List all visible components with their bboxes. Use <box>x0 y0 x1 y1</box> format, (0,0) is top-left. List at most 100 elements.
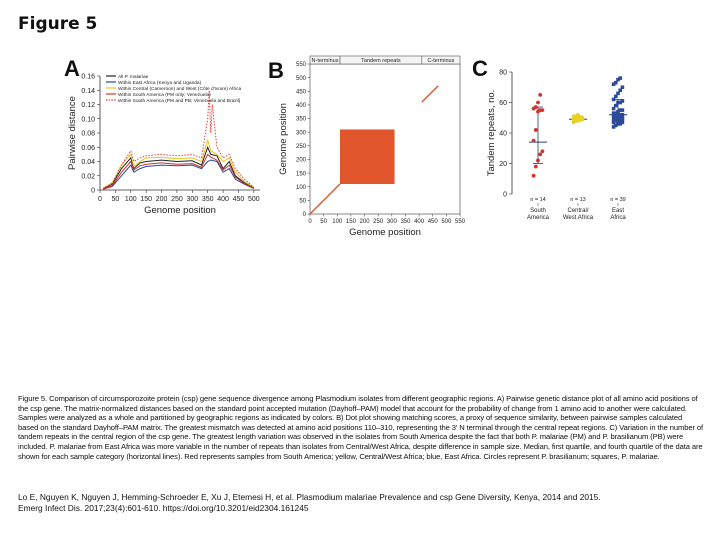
c-data-point <box>614 114 618 119</box>
c-data-point <box>611 114 616 119</box>
a-x-tick-label: 0 <box>98 196 102 203</box>
a-x-axis-label: Genome position <box>144 205 216 216</box>
c-data-point <box>616 100 620 105</box>
a-legend-label: Within South America (PM and PB; Venezue… <box>118 98 241 104</box>
c-data-point <box>580 115 585 120</box>
c-data-point <box>531 138 536 143</box>
c-data-point <box>618 100 622 105</box>
a-series-line <box>102 90 255 190</box>
b-x-tick-label: 550 <box>455 219 466 225</box>
a-x-tick-label: 350 <box>202 196 214 203</box>
a-legend-label: Within South America (PM only; Venezuela… <box>118 92 211 98</box>
c-category-label: East <box>612 208 624 214</box>
c-data-point <box>614 94 618 99</box>
b-y-tick-label: 0 <box>303 212 307 218</box>
c-data-point <box>620 108 625 112</box>
c-category-label: America <box>527 215 550 221</box>
b-diagonal-segment <box>309 183 341 215</box>
b-x-tick-label: 350 <box>400 219 411 225</box>
a-x-tick-label: 50 <box>111 196 119 203</box>
b-y-tick-label: 400 <box>296 103 307 109</box>
panel-b-letter: B <box>268 58 284 83</box>
c-y-tick-label: 20 <box>499 161 507 168</box>
a-x-tick-label: 300 <box>186 196 198 203</box>
c-y-tick-label: 40 <box>499 131 507 138</box>
c-data-point <box>614 119 618 123</box>
panel-a-chart: 0 0.02 0.04 0.06 0.08 0.10 0.12 0.14 0.16 0 50 100 1… <box>67 74 260 216</box>
b-x-tick-label: 400 <box>414 219 425 225</box>
c-data-point <box>611 82 616 86</box>
b-y-tick-label: 450 <box>296 89 307 95</box>
a-y-tick-label: 0.16 <box>81 74 95 81</box>
b-x-tick-label: 150 <box>346 219 357 225</box>
c-data-point <box>611 125 616 129</box>
panel-c-letter: C <box>472 56 488 81</box>
b-x-tick-label: 450 <box>428 219 439 225</box>
a-y-tick-label: 0.12 <box>81 102 95 109</box>
b-x-tick-label: 250 <box>373 219 384 225</box>
citation-line-1: Lo E, Nguyen K, Nguyen J, Hemming-Schroe… <box>18 492 601 502</box>
a-series-line <box>102 145 255 190</box>
b-y-tick-label: 300 <box>296 130 307 136</box>
c-data-point <box>533 105 538 109</box>
c-data-point <box>620 120 625 125</box>
b-y-axis-label: Genome position <box>278 103 289 175</box>
panel-a: A 0 0.02 0.04 0.06 0.08 0.10 0.12 0.14 0.16 0 50 10… <box>56 56 266 226</box>
c-data-point <box>618 76 622 80</box>
a-y-tick-label: 0.02 <box>81 173 95 180</box>
b-y-tick-label: 550 <box>296 62 307 68</box>
c-data-point <box>611 106 616 111</box>
panel-b: B N-terminus Tandem repeats C-terminus 0 50 1… <box>266 52 472 242</box>
a-y-tick-label: 0.10 <box>81 116 95 123</box>
b-x-tick-label: 500 <box>441 219 452 225</box>
panel-a-letter: A <box>64 56 80 81</box>
b-repeat-block <box>340 129 395 184</box>
b-x-tick-label: 50 <box>320 219 327 225</box>
b-x-tick-label: 0 <box>308 219 312 225</box>
b-y-tick-label: 250 <box>296 144 307 150</box>
b-x-tick-label: 300 <box>387 219 398 225</box>
a-y-tick-label: 0.14 <box>81 88 95 95</box>
c-data-point <box>620 112 625 117</box>
c-n-label: n = 13 <box>570 197 585 203</box>
b-y-tick-label: 150 <box>296 171 307 177</box>
c-data-point <box>531 173 536 178</box>
c-data-point <box>616 109 620 114</box>
a-y-tick-label: 0 <box>91 188 95 195</box>
c-data-point <box>538 152 543 157</box>
c-data-point <box>618 119 622 123</box>
a-legend-label: All P. malariae <box>118 74 149 80</box>
c-data-point <box>618 122 622 126</box>
c-n-label: n = 39 <box>610 197 625 203</box>
a-x-tick-label: 100 <box>125 196 137 203</box>
c-data-point <box>536 158 540 163</box>
panel-c: C 0 20 40 60 80 Tandem repeats, no. n = 14 Sout… <box>472 56 642 231</box>
c-category-label: Africa <box>610 215 626 221</box>
a-series-line <box>102 153 255 190</box>
a-x-tick-label: 150 <box>140 196 152 203</box>
c-data-point <box>611 97 616 102</box>
b-y-tick-label: 100 <box>296 185 307 191</box>
a-y-tick-label: 0.06 <box>81 145 95 152</box>
c-data-point <box>618 108 622 112</box>
a-x-tick-label: 500 <box>248 196 260 203</box>
c-data-point <box>618 88 622 93</box>
c-category-label: Central/ <box>567 208 588 214</box>
citation-line-2: Emerg Infect Dis. 2017;23(4):601-610. ht… <box>18 503 309 513</box>
c-data-point <box>611 120 616 125</box>
c-data-point <box>614 111 618 115</box>
c-category-label: West Africa <box>563 215 594 221</box>
b-y-tick-label: 500 <box>296 76 307 82</box>
a-x-tick-label: 200 <box>156 196 168 203</box>
b-region-label: Tandem repeats <box>361 58 401 64</box>
a-legend-label: Within Central (Cameroon) and West (Côte… <box>118 86 242 92</box>
c-data-point <box>616 122 620 126</box>
c-data-point <box>620 115 625 120</box>
c-data-point <box>614 123 618 128</box>
c-data-point <box>616 77 620 82</box>
a-series-line <box>102 159 255 190</box>
c-data-point <box>533 164 538 169</box>
b-x-axis-label: Genome position <box>349 227 421 238</box>
c-y-axis-label: Tandem repeats, no. <box>486 90 497 177</box>
c-y-tick-label: 0 <box>503 192 507 199</box>
